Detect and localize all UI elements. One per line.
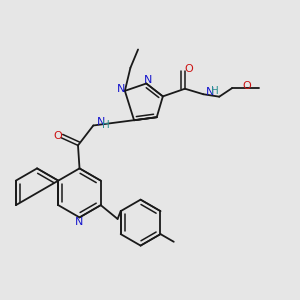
Text: N: N (144, 75, 152, 85)
Text: H: H (102, 120, 110, 130)
Text: O: O (184, 64, 193, 74)
Text: H: H (211, 85, 219, 96)
Text: N: N (96, 117, 105, 128)
Text: N: N (117, 84, 125, 94)
Text: O: O (54, 131, 62, 141)
Text: O: O (242, 81, 251, 91)
Text: N: N (206, 87, 214, 97)
Text: N: N (75, 217, 84, 227)
